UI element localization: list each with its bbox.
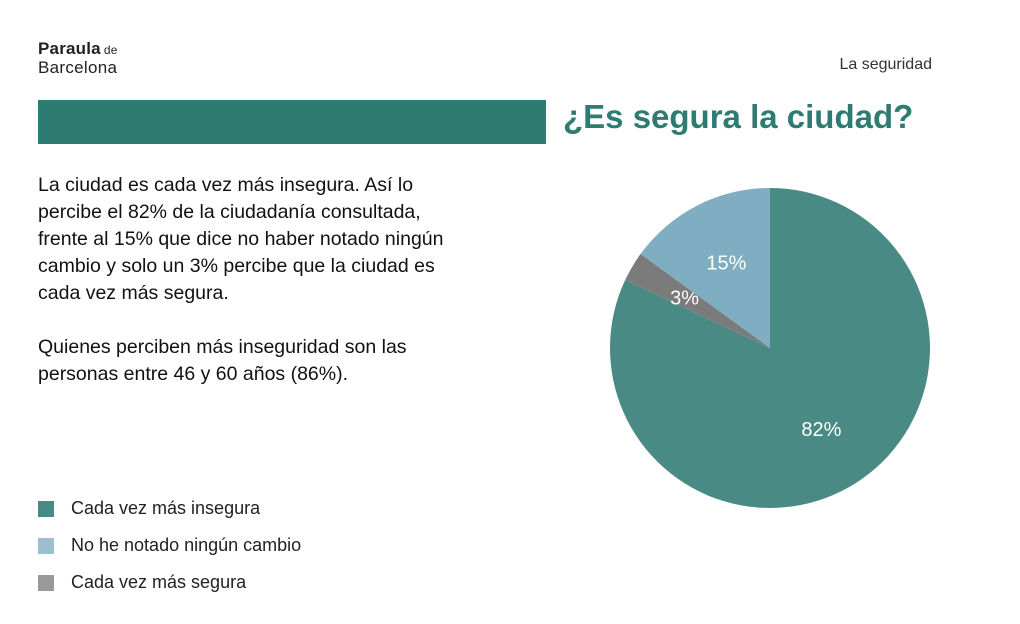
legend-item-segura: Cada vez más segura: [38, 564, 301, 601]
pie-slice-label-2: 15%: [706, 252, 746, 274]
legend-swatch-insegura: [38, 500, 54, 517]
logo-word-de: de: [103, 43, 118, 57]
logo-word-paraula: Paraula: [38, 39, 101, 58]
brand-logo: Paraula de Barcelona: [38, 40, 118, 76]
pie-slice-2: [640, 188, 770, 348]
body-paragraph-1: La ciudad es cada vez más insegura. Así …: [38, 174, 444, 304]
pie-chart: 82% 3% 15%: [610, 188, 930, 508]
page-title: ¿Es segura la ciudad?: [563, 98, 914, 135]
chart-legend: Cada vez más insegura No he notado ningú…: [38, 490, 301, 601]
legend-item-sin-cambio: No he notado ningún cambio: [38, 527, 301, 564]
legend-item-insegura: Cada vez más insegura: [38, 490, 301, 527]
logo-line-2: Barcelona: [38, 58, 118, 77]
pie-slice-1: [625, 253, 770, 348]
section-label: La seguridad: [839, 56, 932, 73]
body-paragraph-2: Quienes perciben más inseguridad son las…: [38, 336, 407, 385]
legend-label-segura: Cada vez más segura: [71, 572, 247, 592]
pie-slice-label-1: 3%: [670, 288, 699, 310]
legend-label-sin-cambio: No he notado ningún cambio: [71, 535, 302, 555]
legend-swatch-segura: [38, 574, 54, 591]
body-text: La ciudad es cada vez más insegura. Así …: [38, 172, 468, 415]
legend-swatch-sin-cambio: [38, 537, 54, 554]
logo-line-1: Paraula de: [38, 40, 118, 57]
title-accent-bar: [38, 100, 546, 144]
legend-label-insegura: Cada vez más insegura: [71, 498, 261, 518]
pie-slice-label-0: 82%: [801, 419, 841, 441]
